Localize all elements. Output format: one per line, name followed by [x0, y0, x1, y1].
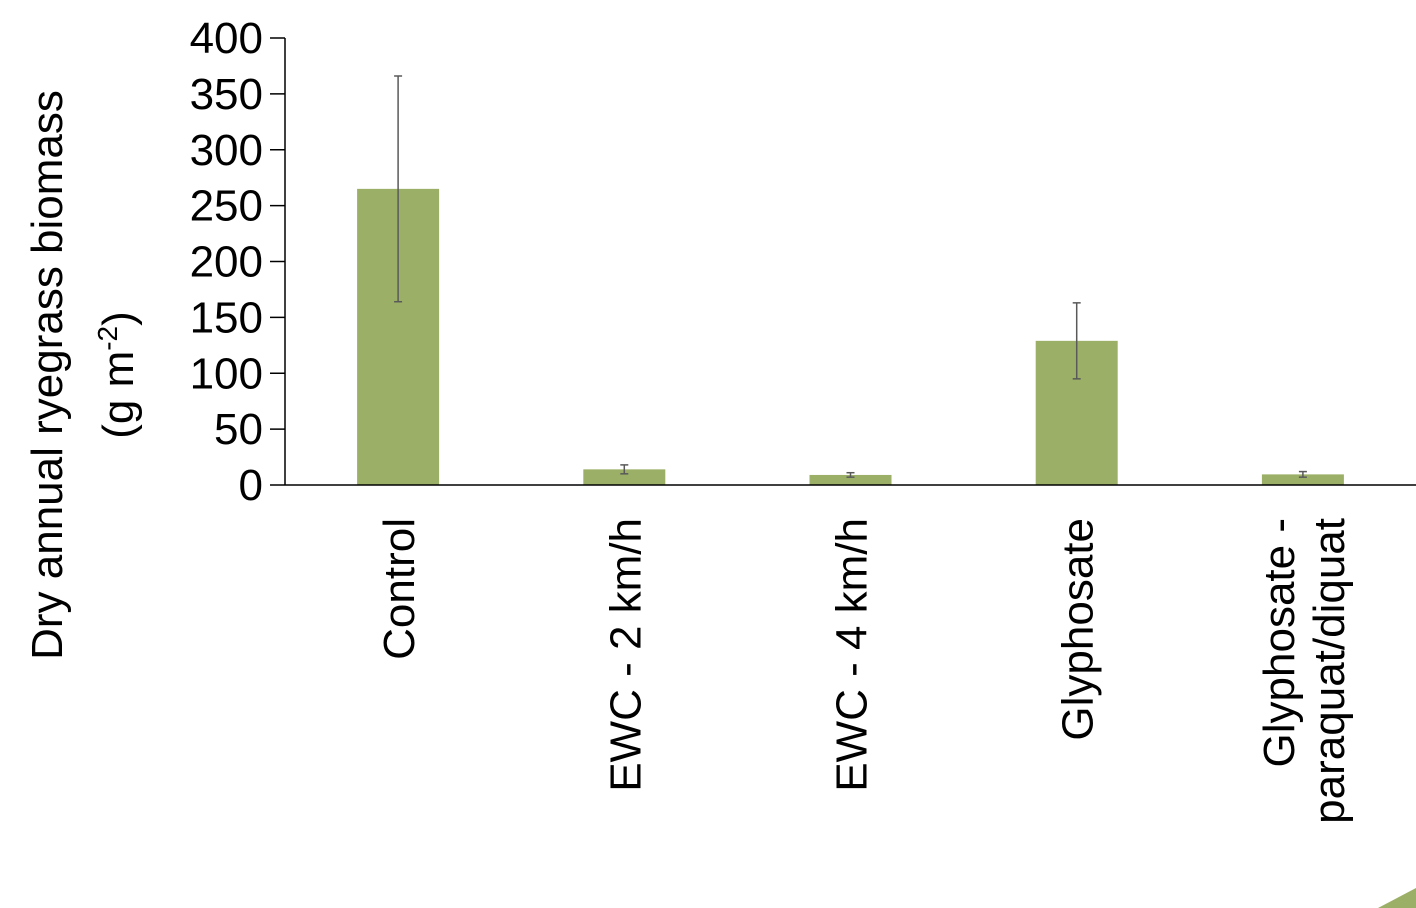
- error-bars: [394, 75, 1307, 478]
- category-label-4: Glyphosate: [1054, 518, 1103, 741]
- bar-5: [1261, 474, 1344, 485]
- y-tick-label: 50: [214, 405, 263, 454]
- category-label-3: EWC - 4 km/h: [828, 518, 877, 792]
- y-tick-label: 250: [190, 182, 263, 231]
- axes: [284, 38, 1416, 486]
- y-axis-label-unit: (g m: [94, 351, 143, 439]
- category-label-1: Control: [375, 518, 424, 660]
- y-tick-label: 350: [190, 70, 263, 119]
- y-axis-label: Dry annual ryegrass biomass (g m-2): [23, 90, 143, 660]
- category-label-5: Glyphosate -: [1255, 518, 1304, 767]
- y-axis-label-line1: Dry annual ryegrass biomass: [23, 90, 72, 660]
- category-label-2: EWC - 2 km/h: [601, 518, 650, 792]
- y-axis-label-close: ): [94, 311, 143, 326]
- y-axis-label-line2: (g m-2): [92, 311, 143, 439]
- y-tick-label: 200: [190, 238, 263, 287]
- y-axis-label-superscript: -2: [92, 326, 123, 351]
- bar-2: [583, 469, 666, 485]
- decorative-corner-shape: [1378, 888, 1416, 908]
- y-tick-label: 100: [190, 349, 263, 398]
- y-tick-label: 150: [190, 293, 263, 342]
- bar-3: [809, 474, 892, 485]
- y-tick-label: 300: [190, 126, 263, 175]
- category-label-5: paraquat/diquat: [1305, 518, 1354, 824]
- bars: [357, 188, 1344, 486]
- y-tick-label: 400: [190, 14, 263, 63]
- category-labels: Control EWC - 2 km/h EWC - 4 km/h Glyphosat…: [375, 518, 1354, 824]
- y-axis-ticks: 0 50 100 150 200 250 300 350 400: [190, 14, 285, 510]
- y-tick-label: 0: [239, 461, 263, 510]
